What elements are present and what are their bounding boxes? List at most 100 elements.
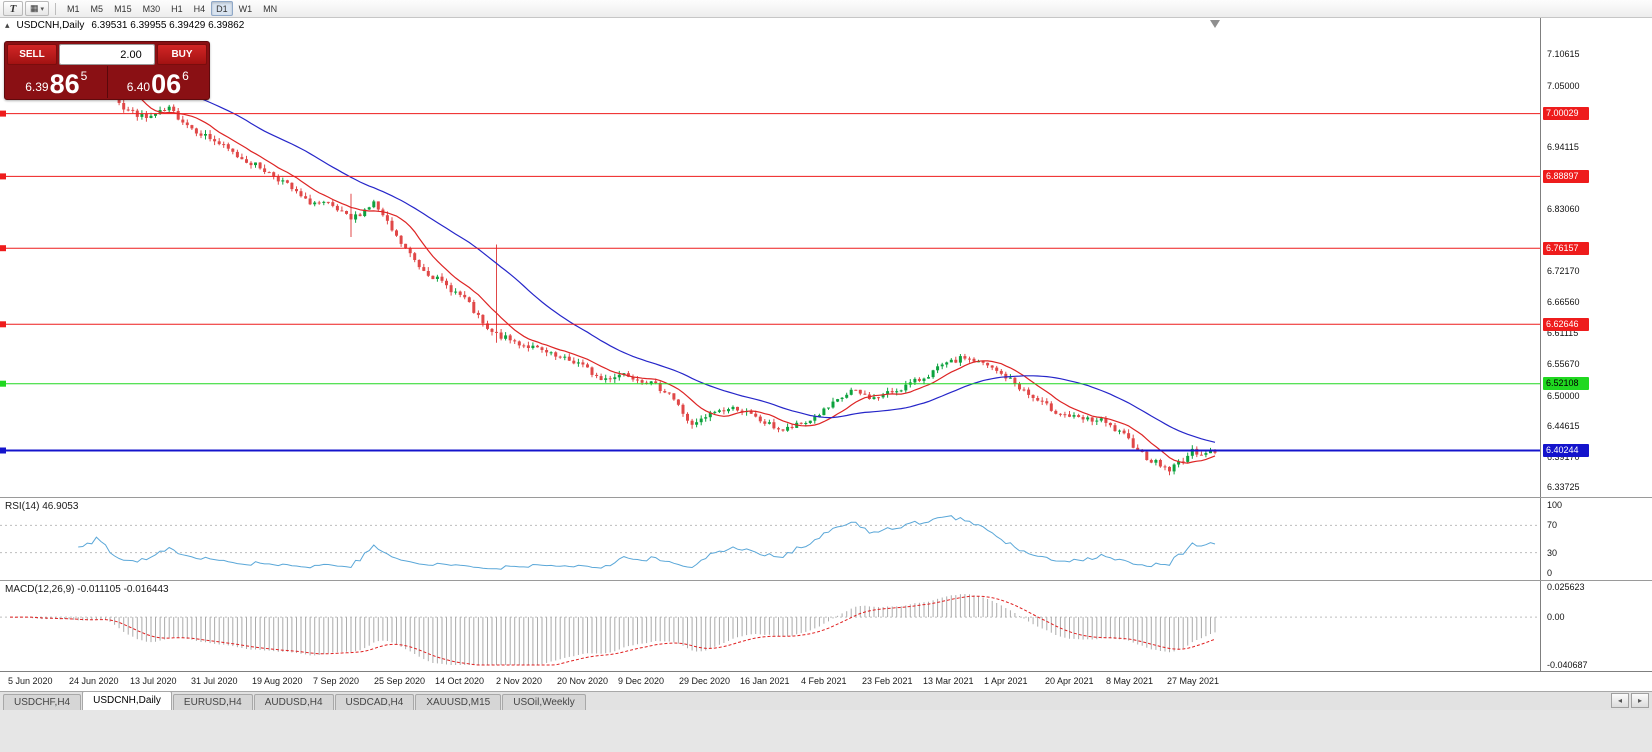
timeframe-h1[interactable]: H1 [171, 3, 183, 14]
ohlc-values: 6.39531 6.39955 6.39429 6.39862 [91, 20, 245, 31]
chart-tab-bar: USDCHF,H4 USDCNH,Daily EURUSD,H4 AUDUSD,H4 U… [0, 691, 1652, 710]
chart-tab-usdcnh-daily[interactable]: USDCNH,Daily [82, 691, 172, 710]
price-level-badge: 6.62646 [1543, 317, 1589, 331]
sell-price-quote[interactable]: 6.39 86 5 [7, 66, 106, 98]
time-axis[interactable]: 5 Jun 2020 24 Jun 2020 13 Jul 2020 31 Jul 2… [0, 671, 1652, 691]
time-tick: 25 Sep 2020 [374, 676, 426, 686]
templates-button[interactable]: T [3, 1, 23, 16]
rsi-tick: 30 [1547, 547, 1558, 558]
time-tick: 20 Apr 2021 [1045, 676, 1094, 686]
timeframe-m5[interactable]: M5 [90, 3, 104, 14]
buy-price-prefix: 6.40 [126, 80, 151, 94]
chart-tab-audusd-h4[interactable]: AUDUSD,H4 [253, 694, 334, 710]
toolbar: T ▦ ▾ M1 M5 M15 M30 H1 H4 D1 W1 MN [0, 0, 1652, 18]
time-tick: 14 Oct 2020 [435, 676, 485, 686]
toolbar-separator [55, 2, 57, 15]
timeframe-d1[interactable]: D1 [211, 1, 233, 16]
time-tick: 8 May 2021 [1106, 676, 1154, 686]
price-level-badge: 6.52108 [1543, 377, 1589, 391]
rsi-canvas[interactable] [0, 498, 1540, 580]
timeframe-h4[interactable]: H4 [193, 3, 206, 14]
timeframe-mn[interactable]: MN [263, 3, 278, 14]
chevron-down-icon: ▾ [40, 5, 45, 13]
price-tick: 6.83060 [1547, 204, 1580, 215]
macd-canvas[interactable] [0, 581, 1540, 671]
macd-tick: 0.025623 [1547, 582, 1585, 592]
timeframe-m15[interactable]: M15 [114, 3, 132, 14]
main-chart-canvas[interactable] [0, 18, 1540, 497]
macd-tick: 0.00 [1547, 612, 1565, 623]
time-tick: 13 Jul 2020 [130, 676, 177, 686]
chart-tab-xauusd-m15[interactable]: XAUUSD,M15 [415, 694, 502, 710]
timeframe-m1[interactable]: M1 [67, 3, 80, 14]
price-tick: 6.61115 [1547, 327, 1579, 338]
main-price-panel: 7.10615 7.05000 6.94115 6.83060 6.72170 6.665… [0, 18, 1652, 497]
chart-layout-button[interactable]: ▦ ▾ [25, 1, 50, 16]
price-axis[interactable]: 7.10615 7.05000 6.94115 6.83060 6.72170 6.665… [1540, 18, 1652, 497]
macd-panel: 0.025623 0.00 -0.040687 MACD(12,26,9) -0.0… [0, 581, 1652, 671]
sell-price-pip: 5 [80, 69, 88, 83]
price-level-badge: 6.76157 [1543, 241, 1589, 255]
time-tick: 7 Sep 2020 [313, 676, 360, 686]
time-tick: 20 Nov 2020 [557, 676, 609, 686]
timeframe-w1[interactable]: W1 [238, 3, 253, 14]
price-tick: 7.10615 [1547, 49, 1580, 59]
time-tick: 24 Jun 2020 [69, 676, 119, 686]
chart-tab-eurusd-h4[interactable]: EURUSD,H4 [172, 694, 253, 710]
chart-tab-usoil-weekly[interactable]: USOil,Weekly [502, 694, 586, 710]
time-tick: 2 Nov 2020 [496, 676, 543, 686]
timeframe-m30[interactable]: M30 [142, 3, 161, 14]
price-tick: 6.33725 [1547, 482, 1580, 493]
sell-price-prefix: 6.39 [25, 80, 49, 94]
macd-label: MACD(12,26,9) -0.011105 -0.016443 [5, 584, 169, 595]
buy-price-pip: 6 [182, 69, 189, 83]
price-tick: 6.94115 [1547, 142, 1579, 152]
tab-scroll-group: ◂ ▸ [1611, 693, 1652, 710]
buy-button[interactable]: BUY [157, 44, 207, 65]
time-tick: 23 Feb 2021 [862, 676, 913, 686]
timeframe-button-group: M1 M5 M15 M30 H1 H4 D1 W1 MN [62, 1, 282, 16]
rsi-tick: 0 [1547, 568, 1553, 578]
price-tick: 6.55670 [1547, 358, 1580, 369]
price-tick: 6.50000 [1547, 390, 1580, 401]
price-tick: 6.44615 [1547, 420, 1580, 431]
price-level-badge: 6.40244 [1543, 444, 1589, 457]
rsi-tick: 100 [1547, 500, 1563, 510]
chart-tab-usdcad-h4[interactable]: USDCAD,H4 [334, 694, 415, 710]
time-tick: 19 Aug 2020 [252, 676, 303, 686]
tabs-scroll-right-button[interactable]: ▸ [1631, 693, 1649, 708]
rsi-tick: 70 [1547, 520, 1558, 531]
oneclick-toggle-icon[interactable]: ▴ [5, 20, 10, 30]
time-tick: 13 Mar 2021 [923, 676, 974, 686]
time-tick: 1 Apr 2021 [984, 676, 1028, 686]
sell-button[interactable]: SELL [7, 44, 57, 65]
price-level-badge: 7.00029 [1543, 107, 1589, 121]
chart-tab-usdchf-h4[interactable]: USDCHF,H4 [3, 694, 82, 710]
chart-window: 7.10615 7.05000 6.94115 6.83060 6.72170 6.665… [0, 18, 1652, 691]
volume-field-group: ▾ [59, 44, 155, 65]
buy-price-quote[interactable]: 6.40 06 6 [109, 66, 208, 98]
price-divider [106, 66, 108, 98]
panel-separator[interactable] [0, 580, 1652, 581]
time-tick: 31 Jul 2020 [191, 676, 238, 686]
volume-input[interactable] [60, 45, 154, 64]
panel-separator[interactable] [0, 497, 1652, 498]
price-tick: 6.66560 [1547, 297, 1580, 308]
chart-title: ▴ USDCNH,Daily 6.39531 6.39955 6.39429 6… [5, 20, 244, 31]
time-tick: 16 Jan 2021 [740, 676, 790, 686]
chart-layout-icon: ▦ [30, 3, 39, 13]
time-tick: 29 Dec 2020 [679, 676, 731, 686]
rsi-panel: 100 70 30 0 RSI(14) 46.9053 [0, 498, 1652, 580]
sell-price-big: 86 [49, 69, 80, 100]
tabs-scroll-left-button[interactable]: ◂ [1611, 693, 1629, 708]
rsi-label: RSI(14) 46.9053 [5, 501, 79, 512]
macd-axis: 0.025623 0.00 -0.040687 [1540, 581, 1652, 671]
price-tick: 6.72170 [1547, 265, 1580, 276]
chart-tabs: USDCHF,H4 USDCNH,Daily EURUSD,H4 AUDUSD,H4 U… [3, 691, 587, 710]
symbol-period-label: USDCNH,Daily [16, 20, 85, 31]
macd-tick: -0.040687 [1547, 660, 1588, 670]
buy-price-big: 06 [151, 69, 182, 100]
time-tick: 9 Dec 2020 [618, 676, 665, 686]
